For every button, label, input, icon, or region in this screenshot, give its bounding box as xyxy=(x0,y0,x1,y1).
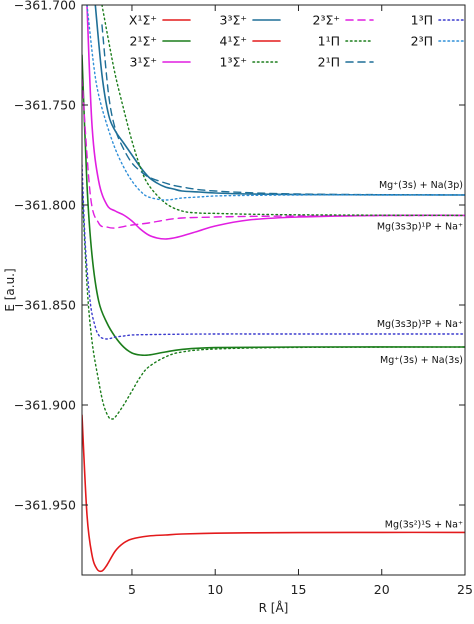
y-tick-label: −361.850 xyxy=(14,298,76,313)
legend-label-3: 3³Σ⁺ xyxy=(220,13,247,28)
series-line-2 xyxy=(101,24,465,196)
legend-label-1: 1³Σ⁺ xyxy=(220,55,247,70)
asymptote-label-mg1s: Mg(3s²)¹S + Na⁺ xyxy=(385,519,463,530)
series-line-1 xyxy=(82,184,465,420)
x-tick-label: 5 xyxy=(128,582,136,597)
legend-label-4: 4¹Σ⁺ xyxy=(220,34,247,49)
asymptote-label-mg3P: Mg(3s3p)³P + Na⁺ xyxy=(377,319,463,330)
y-tick-label: −361.800 xyxy=(14,198,76,213)
series-line-3 xyxy=(94,5,465,196)
asymptote-label-mg3s: Mg⁺(3s) + Na(3s) xyxy=(380,355,463,366)
legend-label-2: 2³Σ⁺ xyxy=(313,13,340,28)
legend-label-x: X¹Σ⁺ xyxy=(129,13,157,28)
annotations-layer: Mg⁺(3s) + Na(3p) Mg(3s3p)¹P + Na⁺ Mg(3s3p)… xyxy=(377,180,463,530)
legend-label-2: 2³Π xyxy=(411,34,433,49)
x-tick-label: 15 xyxy=(291,582,307,597)
legend-label-2: 2¹Σ⁺ xyxy=(130,34,157,49)
y-tick-label: −361.750 xyxy=(14,98,76,113)
y-tick-label: −361.700 xyxy=(14,0,76,13)
asymptote-label-mg3p: Mg⁺(3s) + Na(3p) xyxy=(379,180,463,191)
asymptote-label-mg1p: Mg(3s3p)¹P + Na⁺ xyxy=(377,221,463,232)
series-line-1 xyxy=(82,164,465,340)
y-axis-label: E [a.u.] xyxy=(3,268,17,311)
legend-label-3: 3¹Σ⁺ xyxy=(130,55,157,70)
series-line-2 xyxy=(82,54,465,357)
series-line-1 xyxy=(101,5,465,217)
legend-label-1: 1¹Π xyxy=(318,34,340,49)
x-tick-label: 20 xyxy=(374,582,390,597)
plot-frame xyxy=(81,4,466,576)
legend: X¹Σ⁺ 2¹Σ⁺ 3¹Σ⁺ 3³Σ⁺ 4¹Σ⁺ 1³Σ⁺ 2³Σ⁺ 1¹Π 2¹Π 1³Π 2³Π xyxy=(129,13,467,70)
series-line-2 xyxy=(82,78,465,229)
series-line-3 xyxy=(86,5,465,240)
axes-layer: 5 10 15 20 25 −361.950 −361.900 −361.850 −361.80… xyxy=(14,0,473,597)
legend-label-2: 2¹Π xyxy=(318,55,340,70)
y-tick-label: −361.950 xyxy=(14,498,76,513)
x-tick-label: 10 xyxy=(207,582,223,597)
legend-label-1: 1³Π xyxy=(411,13,433,28)
curves-layer xyxy=(82,5,465,573)
x-axis-label: R [Å] xyxy=(259,600,289,615)
series-line-x xyxy=(82,414,465,573)
x-tick-label: 25 xyxy=(457,582,473,597)
series-line-2 xyxy=(86,5,465,201)
y-tick-label: −361.900 xyxy=(14,398,76,413)
